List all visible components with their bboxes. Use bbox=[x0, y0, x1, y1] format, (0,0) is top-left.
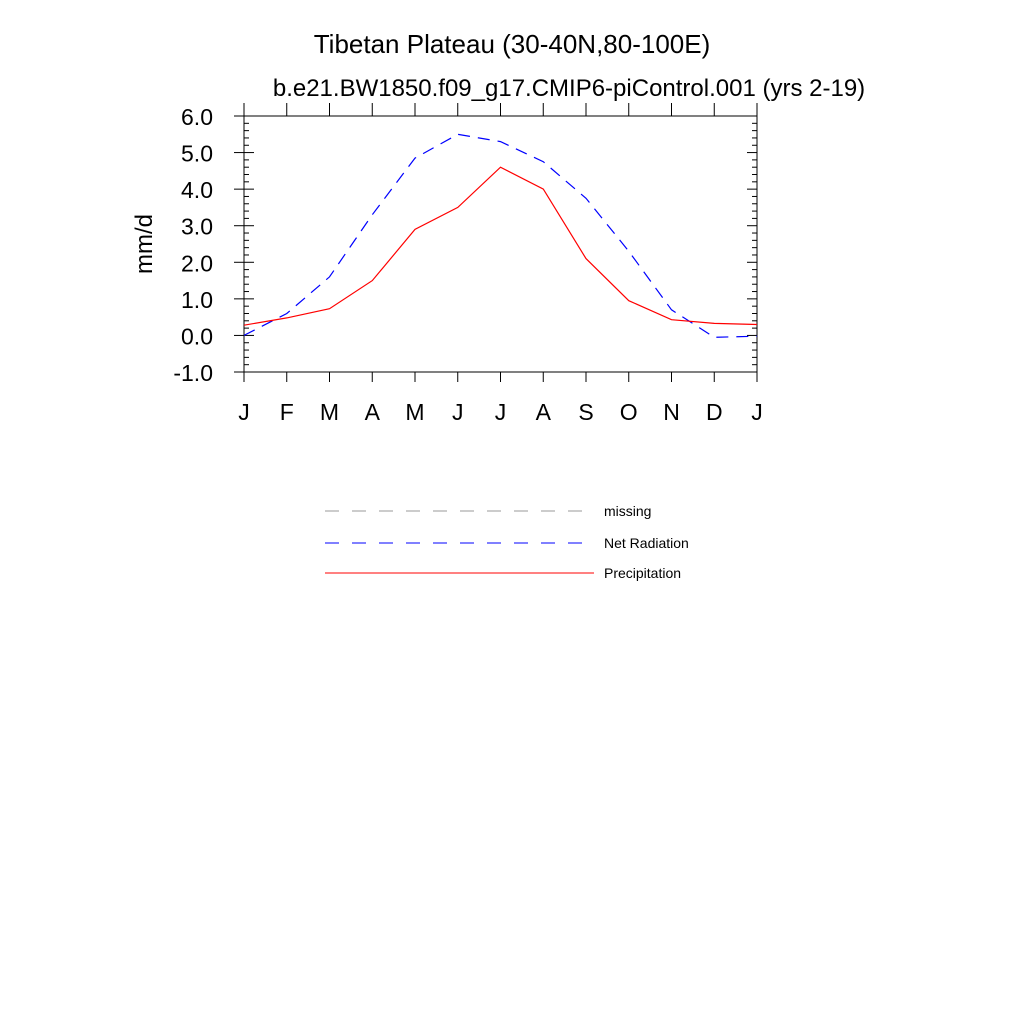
x-tick-label: M bbox=[405, 399, 424, 425]
x-tick-label: M bbox=[320, 399, 339, 425]
y-tick-label: 3.0 bbox=[181, 214, 213, 240]
plot-frame bbox=[243, 115, 758, 373]
y-tick-label: 0.0 bbox=[181, 323, 213, 349]
x-tick-label: N bbox=[663, 399, 680, 425]
legend-label: Net Radiation bbox=[604, 535, 689, 551]
x-tick-label: F bbox=[280, 399, 294, 425]
x-tick-label: S bbox=[578, 399, 593, 425]
y-tick-label: 2.0 bbox=[181, 250, 213, 276]
x-tick-label: J bbox=[452, 399, 464, 425]
x-tick-label: J bbox=[751, 399, 763, 425]
series-lines bbox=[243, 133, 758, 338]
legend: missing Net Radiation Precipitation bbox=[325, 503, 689, 581]
series-line-net-radiation bbox=[243, 133, 758, 338]
chart-subtitle: b.e21.BW1850.f09_g17.CMIP6-piControl.001… bbox=[273, 75, 865, 102]
series-line-precipitation bbox=[243, 166, 758, 326]
x-tick-label: A bbox=[365, 399, 381, 425]
legend-label: missing bbox=[604, 503, 651, 519]
x-tick-label: J bbox=[238, 399, 250, 425]
x-tick-label: O bbox=[620, 399, 638, 425]
legend-label: Precipitation bbox=[604, 565, 681, 581]
y-tick-label: -1.0 bbox=[173, 360, 213, 386]
y-tick-label: 4.0 bbox=[181, 177, 213, 203]
y-tick-label: 1.0 bbox=[181, 287, 213, 313]
x-tick-label: A bbox=[536, 399, 552, 425]
x-tick-label: J bbox=[495, 399, 507, 425]
y-tick-label: 5.0 bbox=[181, 141, 213, 167]
y-axis-label: mm/d bbox=[131, 214, 158, 274]
axes: -1.00.01.02.03.04.05.06.0J F M A M J J A S O N D J bbox=[173, 103, 763, 425]
x-tick-label: D bbox=[706, 399, 723, 425]
chart-title: Tibetan Plateau (30-40N,80-100E) bbox=[314, 29, 711, 59]
y-tick-label: 6.0 bbox=[181, 104, 213, 130]
